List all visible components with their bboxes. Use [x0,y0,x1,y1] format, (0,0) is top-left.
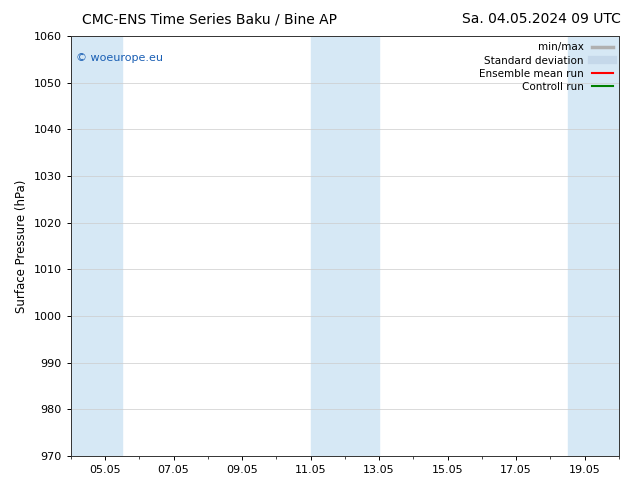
Bar [311,36,379,456]
Text: CMC-ENS Time Series Baku / Bine AP: CMC-ENS Time Series Baku / Bine AP [82,12,337,26]
Bar [71,36,122,456]
Text: © woeurope.eu: © woeurope.eu [76,53,163,63]
Text: Sa. 04.05.2024 09 UTC: Sa. 04.05.2024 09 UTC [462,12,621,26]
Legend: min/max, Standard deviation, Ensemble mean run, Controll run: min/max, Standard deviation, Ensemble me… [475,38,617,96]
Bar [567,36,619,456]
Y-axis label: Surface Pressure (hPa): Surface Pressure (hPa) [15,179,28,313]
